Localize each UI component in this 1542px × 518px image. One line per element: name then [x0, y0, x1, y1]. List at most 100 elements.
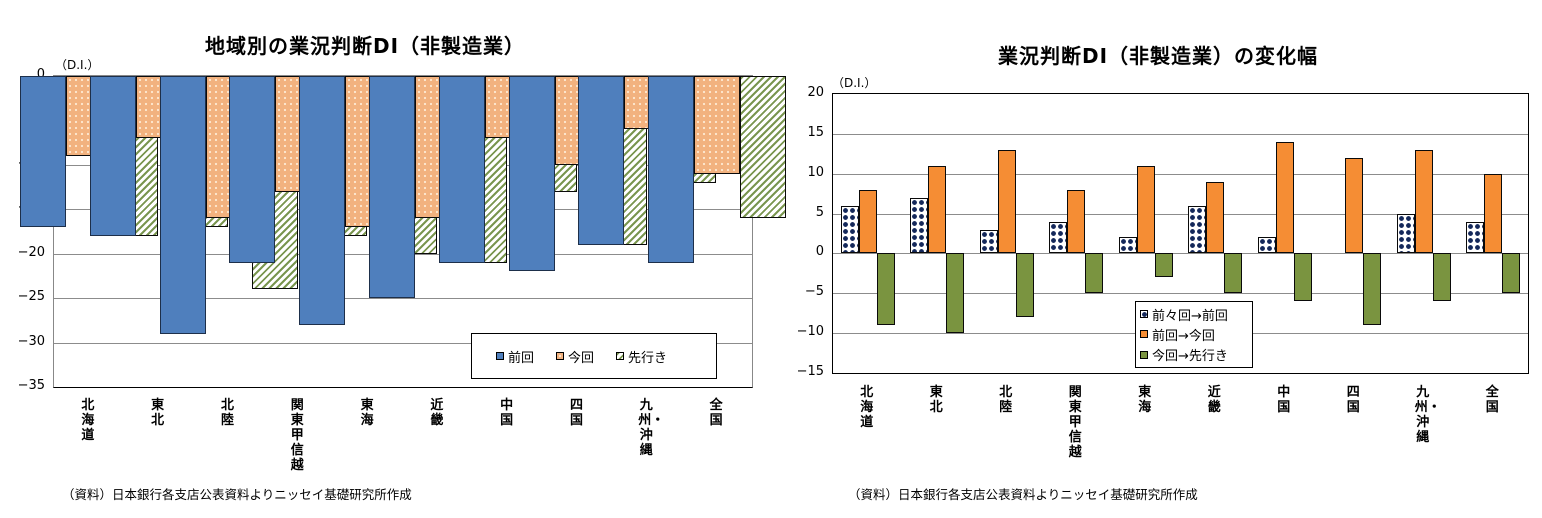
bar-now-to-forecast [1154, 253, 1173, 278]
bar-previous [19, 76, 66, 228]
y-tick-label: −10 [796, 324, 824, 340]
bar-prev-prev-to-prev [910, 197, 929, 254]
bar-now-to-forecast [876, 253, 895, 326]
y-tick-label: 0 [815, 244, 824, 260]
x-tick-label: 関東甲信越 [1068, 385, 1082, 460]
y-tick-label: −20 [17, 244, 45, 260]
bar-prev-to-now [1414, 149, 1433, 254]
right-y-unit: （D.I.） [832, 76, 877, 90]
gridline [833, 293, 1528, 295]
right-source-note: （資料）日本銀行各支店公表資料よりニッセイ基礎研究所作成 [848, 487, 1198, 502]
legend-item: 先行き [616, 347, 667, 366]
legend-swatch-icon [616, 352, 625, 360]
x-tick-label: 北海道 [860, 385, 874, 430]
bar-prev-to-now [1275, 141, 1294, 254]
bar-prev-to-now [928, 165, 947, 254]
right-legend: 前々回→前回 前回→今回今回→先行き [1135, 301, 1253, 368]
gridline [833, 173, 1528, 175]
legend-swatch-icon [1140, 310, 1148, 319]
x-tick-label: 全国 [709, 398, 723, 428]
y-tick-label: 5 [815, 204, 824, 220]
legend-label: 今回 [568, 350, 595, 366]
bar-prev-prev-to-prev [1049, 221, 1068, 254]
bar-prev-prev-to-prev [1257, 237, 1276, 254]
bar-now-to-forecast [1085, 253, 1104, 294]
gridline [833, 253, 1528, 255]
legend-item: 今回→先行き [1140, 345, 1248, 364]
legend-item: 今回 [556, 347, 594, 366]
bar-now-to-forecast [1432, 253, 1451, 302]
bar-prev-prev-to-prev [1466, 221, 1485, 254]
bar-now-to-forecast [1293, 253, 1312, 302]
legend-swatch-icon [1140, 350, 1148, 359]
legend-label: 先行き [628, 350, 668, 366]
x-tick-label: 近畿 [430, 398, 444, 428]
x-tick-label: 九州・沖縄 [1414, 385, 1441, 445]
gridline [833, 133, 1528, 135]
left-chart-title: 地域別の業況判断DI（非製造業） [205, 34, 526, 58]
legend-label: 前回→今回 [1152, 328, 1215, 344]
bar-previous [508, 76, 555, 272]
bar-previous [299, 76, 346, 325]
bar-prev-to-now [1067, 189, 1086, 254]
bar-previous [438, 76, 485, 263]
gridline [54, 298, 752, 300]
bar-prev-to-now [858, 189, 877, 254]
legend-item: 前々回→前回 [1140, 305, 1248, 324]
bar-prev-prev-to-prev [840, 205, 859, 254]
gridline [54, 342, 752, 344]
left-chart-panel: 地域別の業況判断DI（非製造業） （D.I.） 0−5−10−15−20−25−… [0, 0, 787, 518]
x-tick-label: 全国 [1485, 385, 1499, 415]
bar-previous [368, 76, 415, 299]
x-tick-label: 九州・沖縄 [638, 398, 665, 458]
x-tick-label: 近畿 [1207, 385, 1221, 415]
bar-prev-to-now [1136, 165, 1155, 254]
x-tick-label: 北陸 [999, 385, 1013, 415]
x-tick-label: 中国 [500, 398, 514, 428]
y-tick-label: −35 [17, 378, 45, 393]
y-tick-label: −5 [804, 284, 824, 300]
x-tick-label: 中国 [1277, 385, 1291, 415]
bar-prev-to-now [997, 149, 1016, 254]
x-tick-label: 東北 [151, 398, 165, 428]
right-chart-title: 業況判断DI（非製造業）の変化幅 [998, 44, 1319, 68]
bar-now-to-forecast [1224, 253, 1243, 294]
y-tick-label: 0 [36, 67, 45, 82]
bar-forecast [740, 76, 787, 219]
legend-item: 前回 [496, 347, 534, 366]
y-tick-label: 20 [807, 85, 824, 100]
legend-label: 前々回→前回 [1152, 308, 1228, 324]
bar-prev-to-now [1206, 181, 1225, 254]
bar-prev-prev-to-prev [1396, 213, 1415, 254]
x-tick-label: 北海道 [81, 398, 95, 443]
legend-label: 今回→先行き [1152, 349, 1228, 365]
bar-previous [229, 76, 276, 263]
bar-now-to-forecast [1015, 253, 1034, 318]
x-tick-label: 関東甲信越 [290, 398, 304, 473]
left-y-unit: （D.I.） [55, 58, 100, 72]
y-tick-label: −25 [17, 289, 45, 305]
bar-prev-prev-to-prev [979, 229, 998, 254]
bar-previous [578, 76, 625, 245]
legend-swatch-icon [496, 352, 504, 360]
left-source-note: （資料）日本銀行各支店公表資料よりニッセイ基礎研究所作成 [62, 487, 412, 502]
bar-now-to-forecast [1363, 253, 1382, 326]
legend-item: 前回→今回 [1140, 325, 1248, 344]
x-tick-label: 東海 [1138, 385, 1152, 415]
x-tick-label: 四国 [569, 398, 583, 428]
bar-prev-prev-to-prev [1188, 205, 1207, 254]
y-tick-label: −15 [796, 364, 824, 379]
bar-previous [89, 76, 136, 236]
bar-current [694, 76, 741, 174]
x-tick-label: 北陸 [220, 398, 234, 428]
gridline [833, 213, 1528, 215]
bar-now-to-forecast [946, 253, 965, 334]
bar-prev-to-now [1484, 173, 1503, 254]
y-tick-label: 15 [807, 124, 824, 140]
x-tick-label: 東北 [929, 385, 943, 415]
bar-previous [159, 76, 206, 334]
legend-swatch-icon [1140, 330, 1148, 339]
legend-swatch-icon [556, 352, 565, 360]
y-tick-label: 10 [807, 164, 824, 180]
left-plot-area [19, 75, 787, 388]
